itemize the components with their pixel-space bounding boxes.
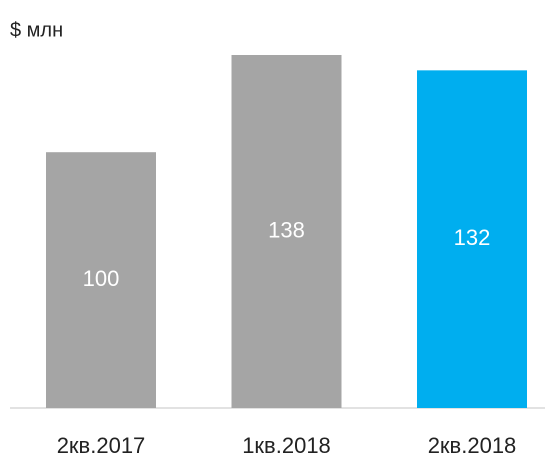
bar	[46, 152, 156, 408]
x-tick-label: 1кв.2018	[242, 433, 331, 458]
x-tick-label: 2кв.2018	[428, 433, 517, 458]
x-tick-label: 2кв.2017	[57, 433, 146, 458]
value-label: 100	[83, 266, 120, 291]
bar	[231, 55, 342, 408]
bar	[417, 70, 527, 408]
value-label: 132	[454, 225, 491, 250]
value-label: 138	[268, 217, 305, 242]
y-axis-label: $ млн	[10, 19, 63, 41]
